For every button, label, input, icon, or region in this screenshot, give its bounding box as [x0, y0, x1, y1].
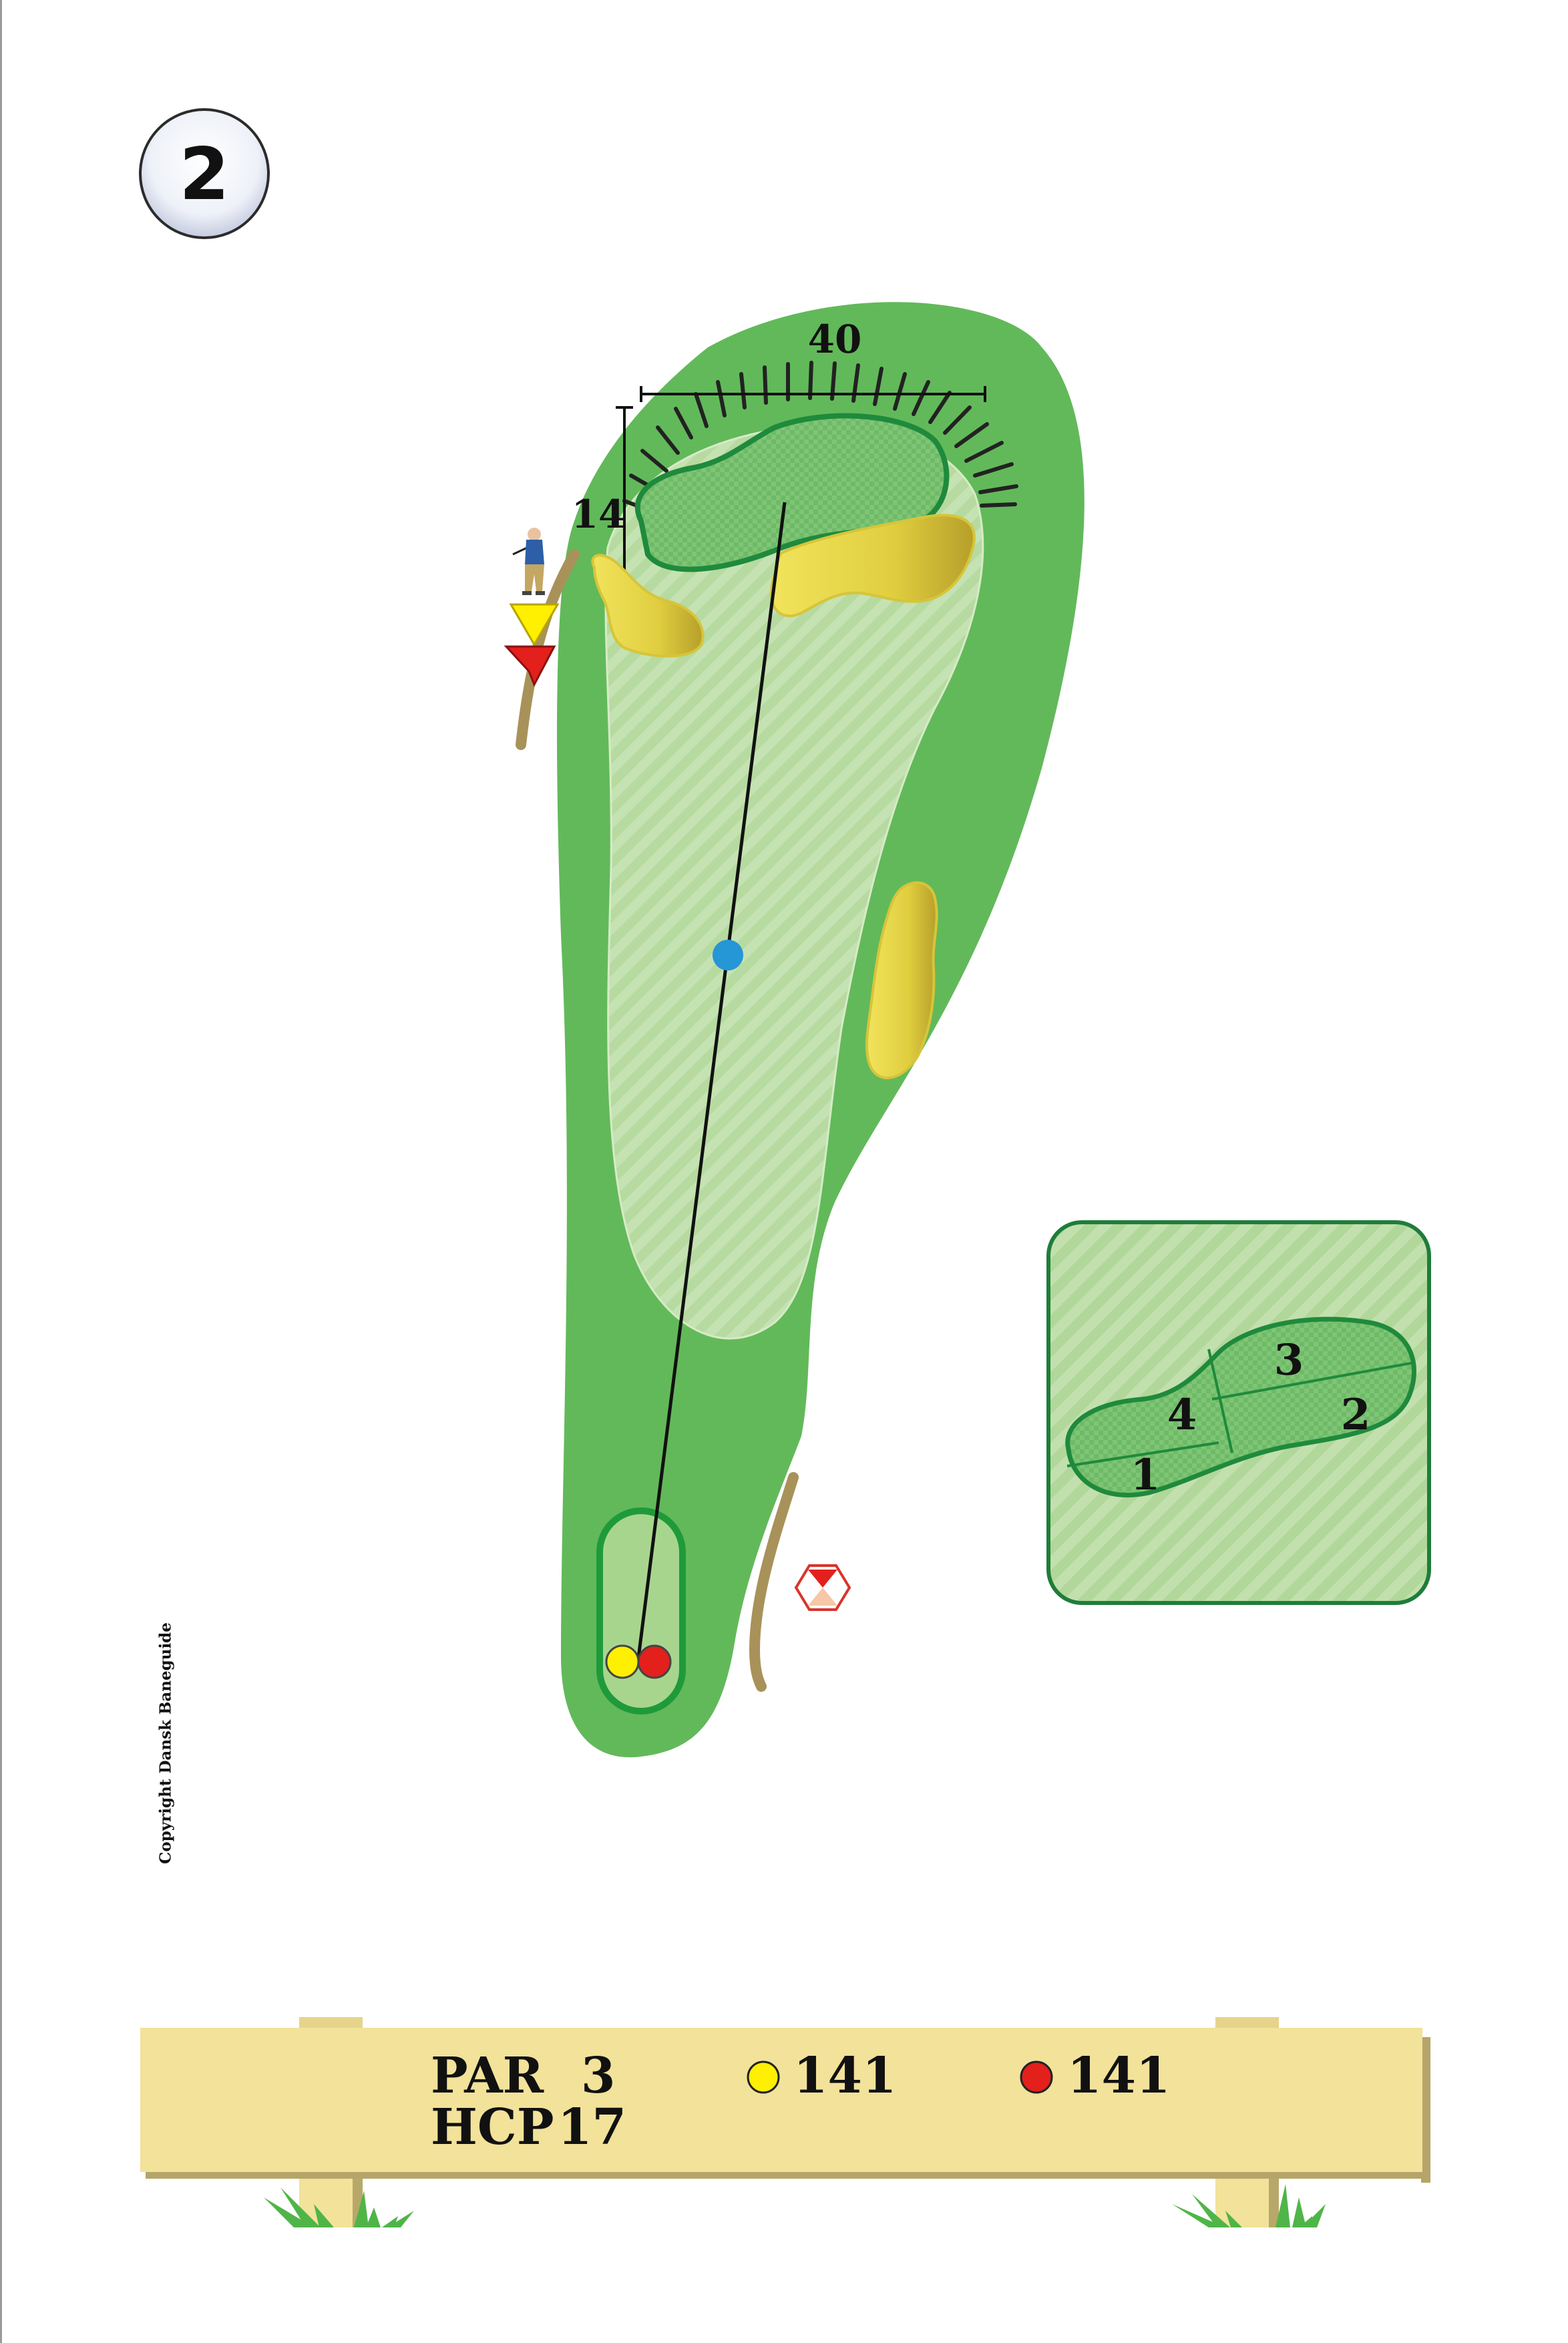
yellow-tee-ball	[605, 1644, 640, 1679]
putting-green	[634, 413, 950, 572]
inset-green-shape	[1065, 1316, 1416, 1497]
cart-path-right	[749, 1472, 799, 1692]
red-tee-dot	[1020, 2060, 1053, 2094]
green-detail-inset: 1 2 3 4	[1046, 1220, 1431, 1605]
green-zone-1: 1	[1131, 1450, 1161, 1500]
green-zone-3: 3	[1274, 1335, 1304, 1385]
par-value: 3	[581, 2047, 616, 2105]
copyright-text: Copyright Dansk Baneguide	[156, 1622, 175, 1864]
aim-point-icon	[713, 940, 743, 970]
hcp-value: 17	[558, 2099, 626, 2156]
play-line	[636, 502, 787, 1664]
green-depth-label: 14	[572, 492, 626, 537]
tee-box	[596, 1507, 686, 1715]
bunker-left-greenside	[591, 554, 705, 658]
hcp-label: HCP	[431, 2099, 554, 2156]
grass-tuft-right	[1172, 2184, 1326, 2227]
page-edge-rule	[0, 0, 2, 2343]
green-slope-hatching	[622, 361, 1018, 513]
hazard-marker-icon	[794, 1564, 851, 1611]
golfer-icon	[512, 528, 545, 595]
bunker-fairway-right	[865, 881, 938, 1079]
hole-number-badge: 2	[139, 108, 270, 239]
red-tee-ball	[637, 1644, 672, 1679]
yellow-tee-length: 141	[793, 2047, 896, 2105]
red-tee-marker-icon	[504, 645, 556, 687]
grass-tuft-left	[264, 2187, 414, 2227]
scorecard-board: PAR 3 HCP 17 141 141	[140, 2017, 1430, 2227]
par-label: PAR	[431, 2047, 544, 2105]
green-width-label: 40	[808, 317, 862, 362]
green-zone-2: 2	[1341, 1390, 1371, 1440]
green-zone-4: 4	[1167, 1390, 1197, 1440]
red-tee-length: 141	[1067, 2047, 1170, 2105]
yellow-tee-marker-icon	[509, 603, 560, 647]
hole-number: 2	[179, 133, 229, 216]
yellow-tee-dot	[747, 2060, 780, 2094]
